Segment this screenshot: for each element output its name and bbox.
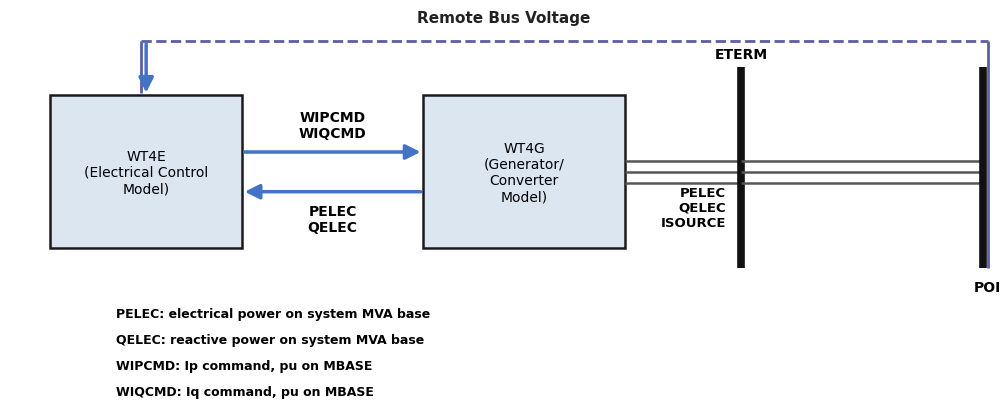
Text: PELEC: electrical power on system MVA base: PELEC: electrical power on system MVA ba… xyxy=(116,307,430,320)
Text: Remote Bus Voltage: Remote Bus Voltage xyxy=(417,10,591,26)
FancyBboxPatch shape xyxy=(50,96,242,249)
Text: WIPCMD
WIQCMD: WIPCMD WIQCMD xyxy=(298,110,367,141)
FancyBboxPatch shape xyxy=(423,96,625,249)
Text: QELEC: reactive power on system MVA base: QELEC: reactive power on system MVA base xyxy=(116,333,424,346)
Text: PELEC
QELEC: PELEC QELEC xyxy=(307,204,358,235)
Text: PELEC
QELEC
ISOURCE: PELEC QELEC ISOURCE xyxy=(660,186,726,229)
Text: WIQCMD: Iq command, pu on MBASE: WIQCMD: Iq command, pu on MBASE xyxy=(116,385,374,398)
Text: WT4E
(Electrical Control
Model): WT4E (Electrical Control Model) xyxy=(84,149,209,196)
Text: POI: POI xyxy=(974,281,1002,295)
Text: WIPCMD: Ip command, pu on MBASE: WIPCMD: Ip command, pu on MBASE xyxy=(116,359,372,372)
Text: ETERM: ETERM xyxy=(715,48,767,62)
Text: WT4G
(Generator/
Converter
Model): WT4G (Generator/ Converter Model) xyxy=(484,141,564,204)
